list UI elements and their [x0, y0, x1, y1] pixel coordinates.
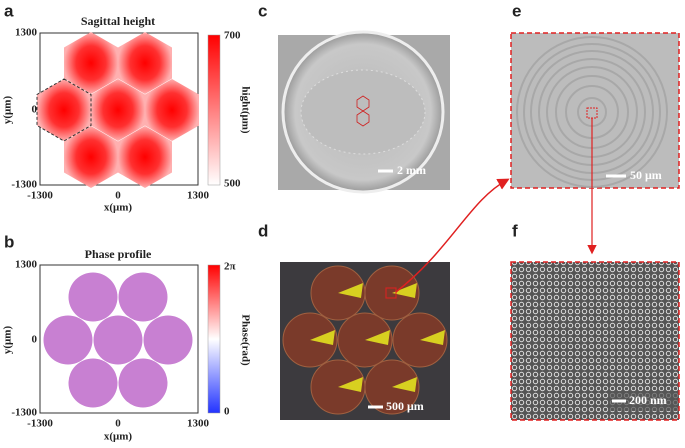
y-tick-label: 0 — [32, 334, 38, 346]
panel-a: a Sagittal height 1300 0 -1300 -1300 0 1… — [2, 1, 252, 213]
scale-label: 200 nm — [629, 393, 667, 407]
x-tick-label: 0 — [115, 190, 121, 202]
arrow — [395, 178, 510, 293]
panel-f: f 200 nm — [510, 221, 680, 421]
y-tick-label: 1300 — [15, 259, 38, 271]
y-tick-label: -1300 — [11, 407, 37, 419]
colorbar-label: hight(μm) — [239, 86, 251, 134]
panel-d: d 500 μm — [258, 221, 450, 420]
panel-label: c — [258, 1, 267, 20]
colorbar-tick: 0 — [224, 406, 230, 418]
colorbar-tick: 700 — [224, 30, 241, 42]
x-tick-label: -1300 — [27, 418, 53, 430]
colorbar-label: Phase(rad) — [239, 314, 251, 366]
panel-c: c 2 mm — [258, 1, 450, 194]
panel-b: b Phase profile 1300 0 -1300 -1300 0 130… — [2, 232, 252, 442]
scale-label: 500 μm — [386, 399, 424, 413]
colorbar — [207, 34, 221, 186]
panel-title: Phase profile — [85, 247, 152, 261]
y-tick-label: -1300 — [11, 179, 37, 191]
x-axis-label: x(μm) — [104, 202, 133, 214]
colorbar-tick: 2π — [224, 261, 236, 273]
panel-label: a — [4, 1, 14, 20]
panel-label: e — [512, 1, 521, 20]
lens-array — [300, 69, 426, 155]
x-axis-label: x(μm) — [104, 431, 133, 443]
label-bg — [608, 391, 678, 411]
colorbar-tick: 500 — [224, 178, 241, 190]
panel-title: Sagittal height — [81, 14, 155, 28]
colorbar — [207, 264, 221, 414]
panel-e: e 50 μm — [510, 1, 680, 189]
y-tick-label: 0 — [32, 104, 38, 116]
highlights — [310, 283, 445, 392]
x-tick-label: -1300 — [27, 190, 53, 202]
hex-marker — [356, 95, 370, 127]
lens-circles — [43, 272, 193, 408]
panel-label: d — [258, 221, 268, 240]
panel-label: f — [512, 221, 518, 240]
y-tick-label: 1300 — [15, 27, 38, 39]
scale-label: 50 μm — [630, 168, 662, 182]
scale-label: 2 mm — [397, 163, 426, 177]
panel-label: b — [4, 232, 14, 251]
y-axis-label: y(μm) — [2, 96, 14, 125]
x-tick-label: 1300 — [187, 190, 210, 202]
x-tick-label: 1300 — [187, 418, 210, 430]
x-tick-label: 0 — [115, 418, 121, 430]
zoom-box — [385, 287, 397, 299]
y-axis-label: y(μm) — [2, 326, 14, 355]
